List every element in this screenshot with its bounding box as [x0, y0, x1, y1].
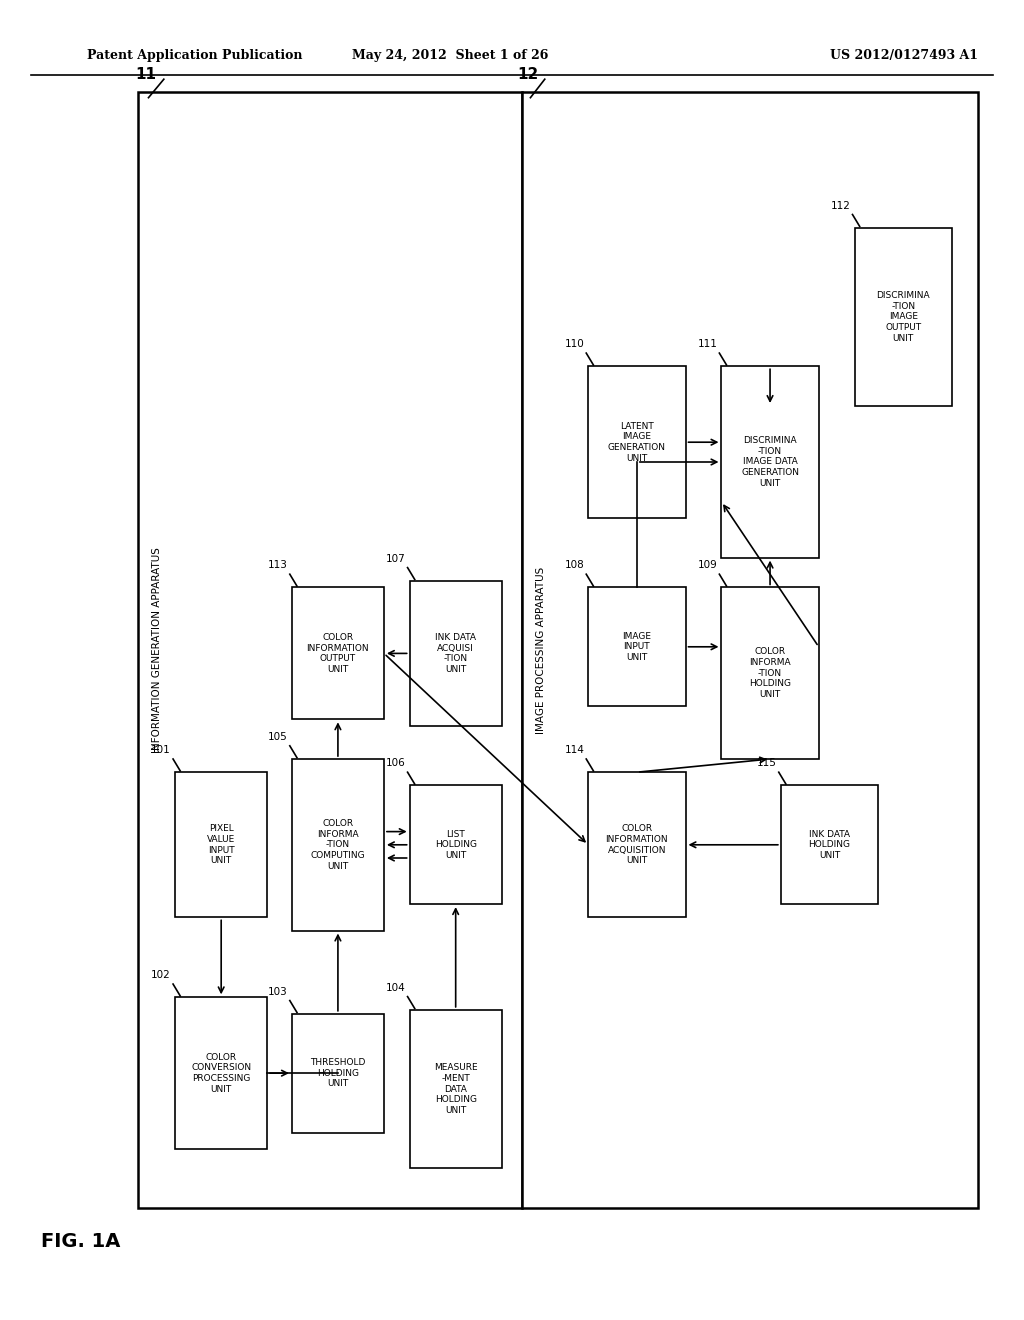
Bar — [292, 759, 384, 931]
Bar — [522, 92, 978, 1208]
Text: INK DATA
ACQUISI
-TION
UNIT: INK DATA ACQUISI -TION UNIT — [435, 632, 476, 675]
Text: DISCRIMINA
-TION
IMAGE
OUTPUT
UNIT: DISCRIMINA -TION IMAGE OUTPUT UNIT — [877, 290, 930, 343]
Bar — [292, 1014, 384, 1133]
Text: 110: 110 — [564, 339, 584, 348]
Bar — [588, 587, 686, 706]
Text: COLOR
CONVERSION
PROCESSING
UNIT: COLOR CONVERSION PROCESSING UNIT — [191, 1052, 251, 1094]
Text: INFORMATION GENERATION APPARATUS: INFORMATION GENERATION APPARATUS — [152, 548, 162, 752]
Text: INK DATA
HOLDING
UNIT: INK DATA HOLDING UNIT — [808, 829, 851, 861]
Text: LIST
HOLDING
UNIT: LIST HOLDING UNIT — [434, 829, 477, 861]
Bar — [138, 92, 522, 1208]
Text: IMAGE
INPUT
UNIT: IMAGE INPUT UNIT — [623, 631, 651, 663]
Text: 12: 12 — [517, 67, 539, 82]
Text: COLOR
INFORMA
-TION
COMPUTING
UNIT: COLOR INFORMA -TION COMPUTING UNIT — [310, 818, 366, 871]
Text: COLOR
INFORMATION
ACQUISITION
UNIT: COLOR INFORMATION ACQUISITION UNIT — [605, 824, 669, 866]
Text: 109: 109 — [697, 560, 717, 570]
Text: 111: 111 — [697, 339, 717, 348]
Text: THRESHOLD
HOLDING
UNIT: THRESHOLD HOLDING UNIT — [310, 1057, 366, 1089]
Bar — [410, 785, 502, 904]
Text: COLOR
INFORMA
-TION
HOLDING
UNIT: COLOR INFORMA -TION HOLDING UNIT — [749, 647, 792, 700]
Bar — [175, 998, 267, 1148]
Text: MEASURE
-MENT
DATA
HOLDING
UNIT: MEASURE -MENT DATA HOLDING UNIT — [434, 1063, 477, 1115]
Text: 115: 115 — [757, 758, 777, 768]
Bar — [721, 587, 819, 759]
Text: US 2012/0127493 A1: US 2012/0127493 A1 — [829, 49, 978, 62]
Text: PIXEL
VALUE
INPUT
UNIT: PIXEL VALUE INPUT UNIT — [207, 824, 236, 866]
Text: Patent Application Publication: Patent Application Publication — [87, 49, 302, 62]
Text: FIG. 1A: FIG. 1A — [41, 1233, 121, 1251]
Bar — [721, 366, 819, 557]
Bar — [410, 1010, 502, 1168]
Text: IMAGE PROCESSING APPARATUS: IMAGE PROCESSING APPARATUS — [536, 566, 546, 734]
Text: COLOR
INFORMATION
OUTPUT
UNIT: COLOR INFORMATION OUTPUT UNIT — [306, 632, 370, 675]
Text: LATENT
IMAGE
GENERATION
UNIT: LATENT IMAGE GENERATION UNIT — [608, 421, 666, 463]
Text: 11: 11 — [135, 67, 157, 82]
Text: 101: 101 — [152, 744, 171, 755]
Text: 107: 107 — [386, 553, 406, 564]
Bar — [781, 785, 879, 904]
Text: 103: 103 — [268, 986, 288, 997]
Text: 106: 106 — [386, 758, 406, 768]
Bar — [292, 587, 384, 719]
Text: May 24, 2012  Sheet 1 of 26: May 24, 2012 Sheet 1 of 26 — [352, 49, 549, 62]
Text: 112: 112 — [830, 201, 850, 210]
Text: DISCRIMINA
-TION
IMAGE DATA
GENERATION
UNIT: DISCRIMINA -TION IMAGE DATA GENERATION U… — [741, 436, 799, 488]
Text: 114: 114 — [564, 744, 584, 755]
Bar — [175, 772, 267, 917]
Bar — [588, 772, 686, 917]
Text: 105: 105 — [268, 731, 288, 742]
Bar — [410, 581, 502, 726]
Bar — [854, 227, 952, 407]
Text: 104: 104 — [386, 982, 406, 993]
Text: 113: 113 — [268, 560, 288, 570]
Text: 108: 108 — [564, 560, 584, 570]
Text: 102: 102 — [152, 970, 171, 979]
Bar — [588, 366, 686, 517]
